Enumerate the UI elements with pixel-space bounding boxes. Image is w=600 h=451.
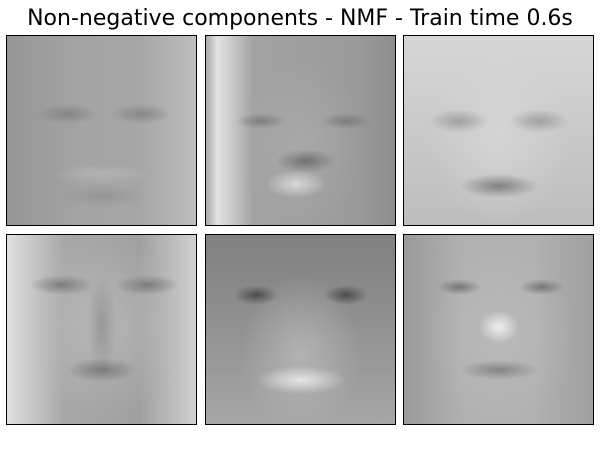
component-image-5 bbox=[205, 234, 396, 425]
component-image-3 bbox=[403, 35, 594, 226]
component-image-6 bbox=[403, 234, 594, 425]
component-image-4 bbox=[6, 234, 197, 425]
component-image-2 bbox=[205, 35, 396, 226]
figure-title: Non-negative components - NMF - Train ti… bbox=[27, 6, 573, 31]
component-image-1 bbox=[6, 35, 197, 226]
